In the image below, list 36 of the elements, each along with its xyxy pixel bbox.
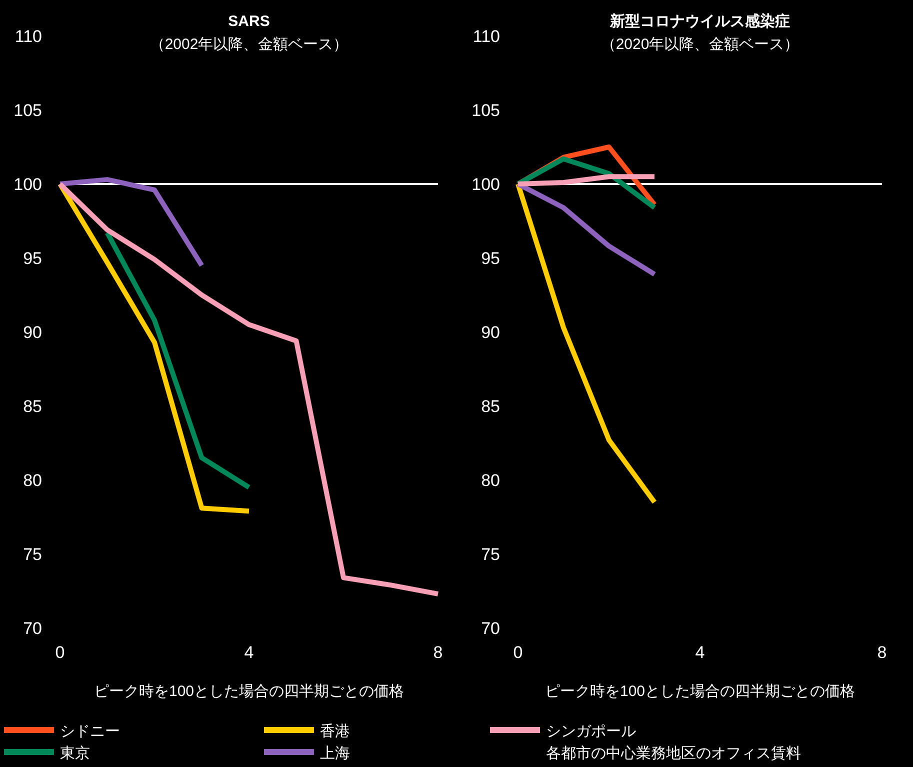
legend-label: シンガポール xyxy=(546,723,636,740)
y-tick-label: 75 xyxy=(23,545,42,564)
y-tick-label: 80 xyxy=(481,471,500,490)
y-tick-label: 70 xyxy=(23,619,42,638)
x-tick-label: 4 xyxy=(244,643,254,662)
x-tick-label: 8 xyxy=(877,643,887,662)
y-tick-label: 85 xyxy=(481,397,500,416)
x-axis-title: ピーク時を100とした場合の四半期ごとの価格 xyxy=(544,683,856,700)
text: 各都市の中心業務地区のオフィス賃料 xyxy=(546,745,801,762)
chart-title: 新型コロナウイルス感染症 xyxy=(609,12,790,30)
x-axis-title: ピーク時を100とした場合の四半期ごとの価格 xyxy=(94,683,404,700)
y-tick-label: 90 xyxy=(481,323,500,342)
y-tick-label: 105 xyxy=(14,101,42,120)
x-tick-label: 4 xyxy=(695,643,705,662)
chart-subtitle: （2002年以降、金額ベース） xyxy=(150,36,348,53)
y-tick-label: 105 xyxy=(472,101,500,120)
legend-label: 上海 xyxy=(320,745,350,762)
chart-subtitle: （2020年以降、金額ベース） xyxy=(600,36,800,53)
chart-title: SARS xyxy=(228,13,270,30)
y-tick-label: 110 xyxy=(14,27,42,46)
y-tick-label: 80 xyxy=(23,471,42,490)
x-tick-label: 0 xyxy=(513,643,523,662)
y-tick-label: 85 xyxy=(23,397,42,416)
y-tick-label: 95 xyxy=(481,249,500,268)
x-tick-label: 0 xyxy=(55,643,65,662)
legend-label: シドニー xyxy=(60,723,120,740)
legend-label: 香港 xyxy=(320,723,350,740)
y-tick-label: 100 xyxy=(14,175,42,194)
y-tick-label: 110 xyxy=(472,27,500,46)
y-tick-label: 75 xyxy=(481,545,500,564)
y-tick-label: 95 xyxy=(23,249,42,268)
legend-label: 東京 xyxy=(60,745,90,762)
y-tick-label: 90 xyxy=(23,323,42,342)
y-tick-label: 70 xyxy=(481,619,500,638)
y-tick-label: 100 xyxy=(472,175,500,194)
x-tick-label: 8 xyxy=(433,643,443,662)
